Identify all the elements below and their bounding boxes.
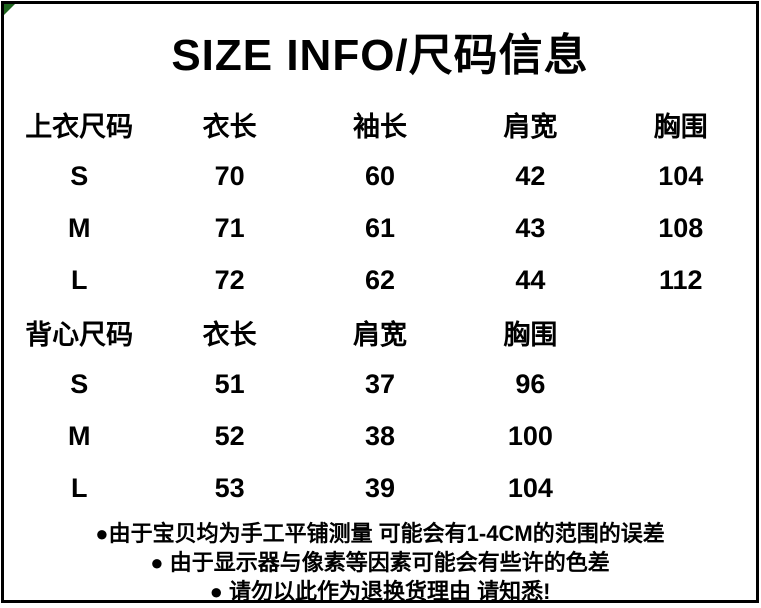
vest-header-cell: 衣长 (202, 319, 257, 350)
vest-value-cell: 104 (507, 472, 553, 503)
tops-value-cell: 108 (658, 212, 704, 243)
note-line: ● 请勿以此作为退换货理由 请知悉! (209, 579, 551, 604)
vest-value-cell: 100 (507, 420, 553, 451)
tops-value-cell: 112 (659, 264, 703, 295)
vest-value-cell: 53 (214, 472, 245, 503)
tops-value-cell: 42 (515, 160, 546, 191)
tops-value-cell: 61 (364, 212, 396, 243)
vest-value-cell: 52 (214, 420, 245, 451)
tops-size-label: M (67, 212, 91, 243)
tops-value-cell: 70 (214, 160, 245, 191)
vest-header-cell (606, 306, 756, 358)
tops-value-cell: 104 (658, 160, 704, 191)
tops-value-cell: 60 (364, 160, 396, 191)
size-table-tops: 上衣尺码 衣长 袖长 肩宽 胸围 S 70 60 42 104 M 71 61 … (4, 98, 756, 306)
page-title: SIZE INFO/尺码信息 (171, 31, 589, 80)
size-table-vest: 背心尺码 衣长 肩宽 胸围 S 51 37 96 M 52 38 100 L 5… (4, 306, 756, 514)
tops-value-cell: 62 (364, 264, 396, 295)
tops-header-cell: 袖长 (352, 111, 407, 142)
vest-value-cell: 51 (214, 368, 245, 399)
vest-value-cell (606, 410, 756, 462)
notes-section: ●由于宝贝均为手工平铺测量 可能会有1-4CM的范围的误差 ● 由于显示器与像素… (4, 514, 756, 606)
vest-size-label: S (70, 368, 89, 399)
tops-header-cell: 肩宽 (503, 111, 558, 142)
corner-triangle-accent-icon (4, 4, 15, 15)
vest-value-cell: 96 (515, 368, 546, 399)
tops-value-cell: 71 (214, 212, 245, 243)
vest-value-cell (606, 358, 756, 410)
tops-header-cell: 胸围 (653, 111, 708, 142)
tops-size-label: S (70, 160, 89, 191)
vest-value-cell: 38 (364, 420, 396, 451)
tops-size-label: L (70, 264, 88, 295)
vest-header-cell: 肩宽 (352, 319, 407, 350)
note-line: ●由于宝贝均为手工平铺测量 可能会有1-4CM的范围的误差 (95, 521, 665, 546)
tops-value-cell: 72 (214, 264, 245, 295)
vest-value-cell (606, 462, 756, 514)
vest-size-label: L (70, 472, 88, 503)
note-line: ● 由于显示器与像素等因素可能会有些许的色差 (150, 550, 610, 575)
vest-header-cell: 胸围 (503, 319, 558, 350)
vest-value-cell: 37 (364, 368, 396, 399)
tops-header-cell: 衣长 (202, 111, 257, 142)
tops-header-cell: 上衣尺码 (25, 111, 134, 142)
vest-value-cell: 39 (364, 472, 396, 503)
tops-value-cell: 43 (515, 212, 546, 243)
vest-header-cell: 背心尺码 (25, 319, 134, 350)
vest-size-label: M (67, 420, 91, 451)
tops-value-cell: 44 (515, 264, 546, 295)
